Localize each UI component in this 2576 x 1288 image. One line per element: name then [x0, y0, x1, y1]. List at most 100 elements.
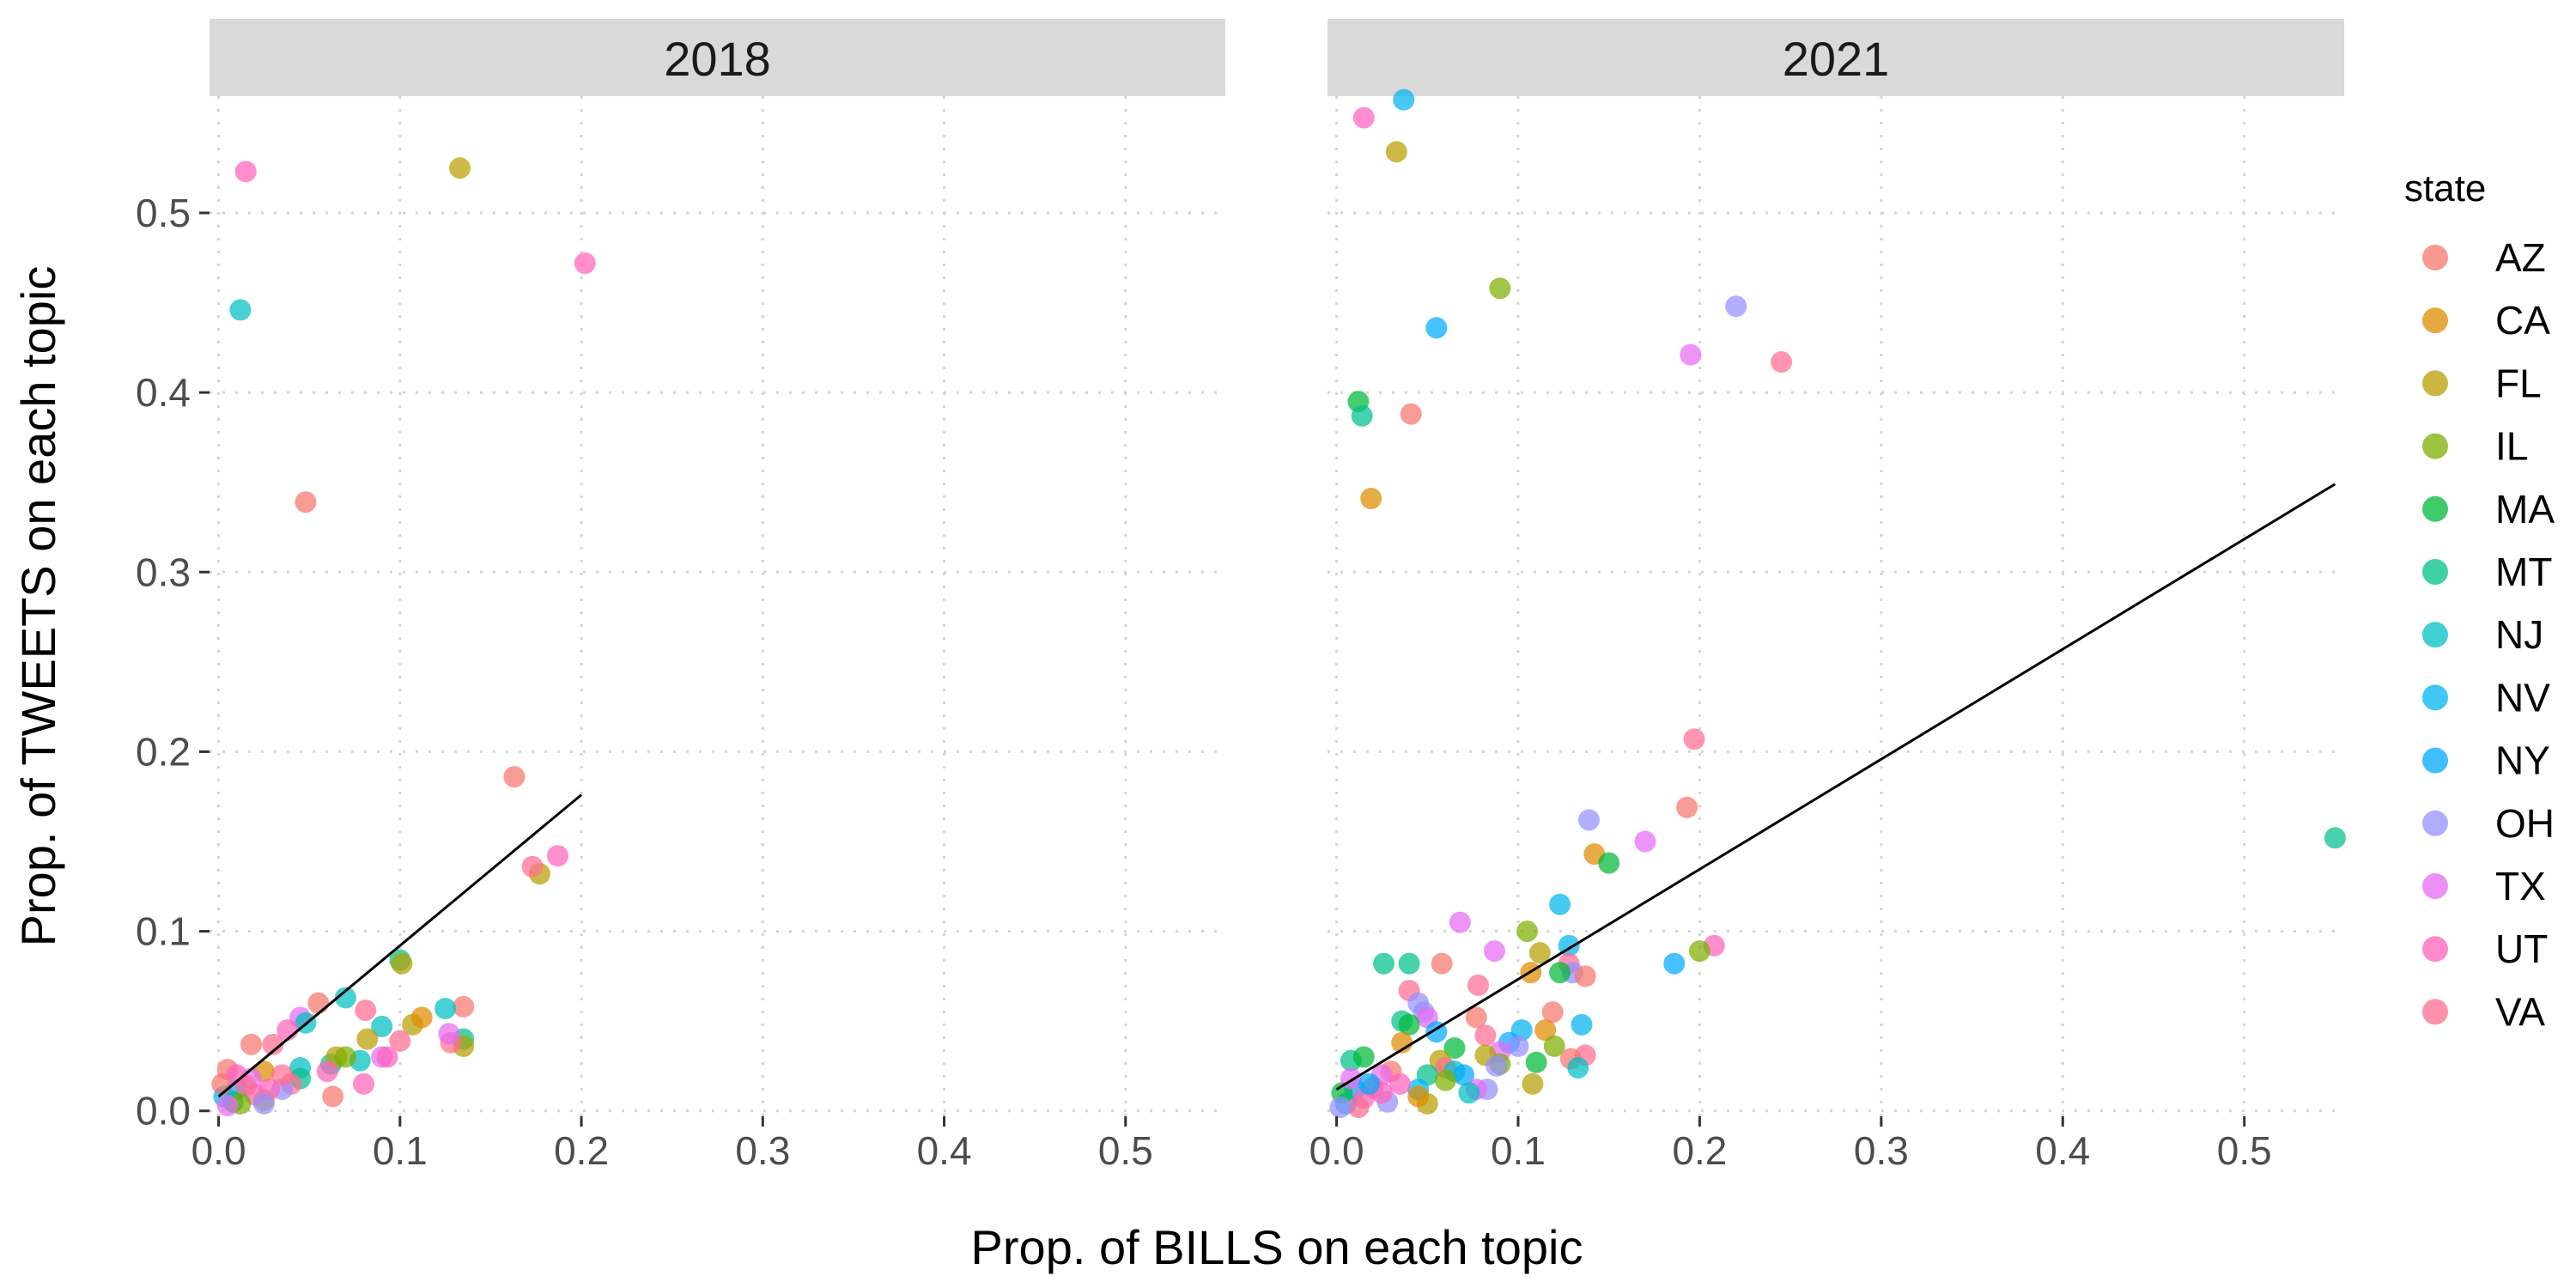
point-va	[1467, 974, 1489, 996]
legend-key-va	[2422, 999, 2448, 1025]
point-fl	[356, 1028, 379, 1050]
legend-label-tx: TX	[2495, 864, 2546, 908]
point-ma	[1443, 1037, 1466, 1060]
point-ut	[574, 252, 596, 275]
x-tick-labels-2021: 0.0 0.1 0.2 0.3 0.4 0.5	[1309, 1116, 2272, 1173]
point-az	[1541, 1001, 1564, 1024]
point-ut	[1389, 1072, 1412, 1095]
point-az	[322, 1085, 344, 1108]
point-az	[1676, 796, 1698, 818]
point-tx	[1680, 343, 1702, 366]
point-nj	[334, 987, 356, 1009]
points-2018	[211, 157, 596, 1116]
legend-key-tx	[2422, 873, 2448, 899]
point-oh	[1725, 295, 1747, 318]
point-tx	[1449, 911, 1471, 933]
point-il	[1434, 1069, 1456, 1091]
legend-key-nv	[2422, 684, 2448, 711]
point-ca	[1534, 1019, 1557, 1042]
x-tick-label: 0.5	[1098, 1128, 1153, 1173]
x-axis-title: Prop. of BILLS on each topic	[971, 1220, 1583, 1274]
y-tick-label: 0.4	[136, 370, 191, 415]
points-2021	[1329, 88, 2346, 1119]
x-tick-label: 0.3	[1854, 1128, 1909, 1173]
point-ca	[1391, 1031, 1413, 1054]
point-az	[1465, 1006, 1487, 1029]
point-az	[240, 1033, 263, 1055]
facet-label-2018: 2018	[664, 32, 771, 86]
legend-key-ny	[2422, 747, 2448, 774]
facet-label-2021: 2021	[1783, 32, 1890, 86]
point-az	[1431, 952, 1453, 975]
point-ca	[1360, 488, 1382, 510]
legend-label-va: VA	[2495, 989, 2545, 1034]
point-nv	[1549, 893, 1571, 915]
legend-label-az: AZ	[2495, 235, 2546, 280]
point-ca	[410, 1006, 433, 1029]
legend-key-ca	[2422, 307, 2448, 334]
x-tick-label: 0.5	[2217, 1128, 2272, 1173]
point-tx	[1634, 830, 1656, 853]
point-mt	[2324, 827, 2346, 849]
legend-label-ca: CA	[2495, 298, 2550, 343]
legend-title: state	[2404, 167, 2486, 210]
x-tick-labels-2018: 0.0 0.1 0.2 0.3 0.4 0.5	[191, 1116, 1153, 1173]
facet-strip-2018	[210, 19, 1225, 96]
legend-key-ma	[2422, 495, 2448, 522]
point-oh	[1507, 1035, 1529, 1057]
fit-line-2021	[1335, 483, 2336, 1091]
point-az	[453, 995, 475, 1018]
point-fl	[391, 952, 413, 975]
grid-2018	[210, 96, 1225, 1116]
point-va	[262, 1033, 284, 1055]
point-oh	[1485, 1054, 1508, 1077]
point-tx	[438, 1023, 460, 1045]
legend-key-il	[2422, 433, 2448, 459]
legend-key-nj	[2422, 622, 2448, 648]
point-nj	[1458, 1082, 1480, 1104]
legend-label-oh: OH	[2495, 801, 2555, 846]
point-ca	[1407, 1085, 1430, 1108]
point-tx	[216, 1094, 239, 1116]
x-tick-label: 0.2	[554, 1128, 609, 1173]
point-nj	[1567, 1057, 1589, 1079]
point-ny	[1663, 952, 1686, 975]
point-fl	[1385, 141, 1407, 163]
x-tick-label: 0.4	[2035, 1128, 2090, 1173]
point-oh	[1577, 809, 1600, 831]
point-oh	[1329, 1097, 1352, 1119]
y-tick-label: 0.5	[136, 191, 191, 235]
point-mt	[1373, 952, 1395, 975]
x-tick-label: 0.0	[1309, 1128, 1364, 1173]
y-tick-label: 0.3	[136, 550, 191, 594]
point-fl	[449, 157, 471, 179]
point-il	[1516, 920, 1539, 943]
point-il	[334, 1046, 356, 1068]
point-ny	[1358, 1072, 1381, 1095]
x-tick-label: 0.3	[735, 1128, 790, 1173]
point-ny	[1453, 1064, 1475, 1086]
point-ma	[1352, 1046, 1375, 1068]
point-va	[355, 999, 377, 1022]
facet-strip-2021	[1327, 19, 2344, 96]
point-ut	[234, 161, 257, 183]
point-az	[1574, 965, 1596, 987]
point-az	[295, 491, 317, 513]
x-tick-label: 0.1	[1491, 1128, 1546, 1173]
point-va	[1474, 1024, 1497, 1047]
legend-key-az	[2422, 245, 2448, 270]
point-tx	[1484, 940, 1506, 963]
point-oh	[252, 1092, 275, 1115]
point-nj	[229, 299, 252, 321]
point-ut	[353, 1072, 375, 1095]
point-ut	[1352, 106, 1375, 129]
point-il	[1543, 1035, 1565, 1057]
point-va	[271, 1064, 293, 1086]
legend-key-fl	[2422, 370, 2448, 397]
legend-label-il: IL	[2495, 424, 2528, 469]
point-va	[1683, 728, 1705, 750]
grid-2021	[1327, 96, 2344, 1116]
y-tick-labels: 0.0 0.1 0.2 0.3 0.4 0.5	[136, 191, 210, 1133]
legend-key-oh	[2422, 810, 2448, 836]
